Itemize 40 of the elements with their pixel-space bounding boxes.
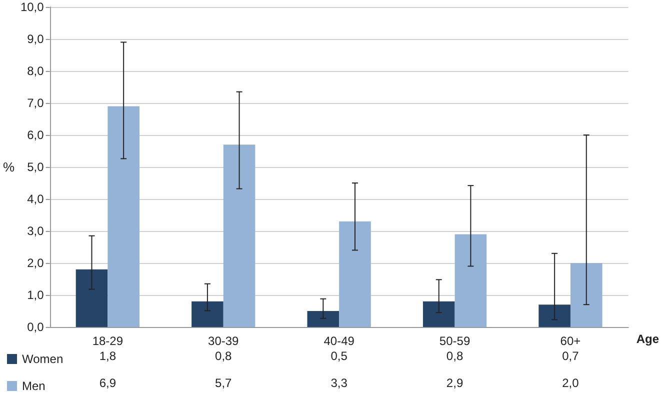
y-tick-label: 1,0 xyxy=(27,288,44,302)
legend-label: Men xyxy=(22,379,46,393)
data-label: 2,0 xyxy=(562,376,580,390)
y-axis-title: % xyxy=(2,160,15,174)
y-tick-label: 7,0 xyxy=(27,96,44,110)
y-tick-label: 2,0 xyxy=(27,256,44,270)
bar xyxy=(108,106,140,327)
y-tick-label: 8,0 xyxy=(27,64,44,78)
y-tick-label: 6,0 xyxy=(27,128,44,142)
data-label: 3,3 xyxy=(330,376,348,390)
bar xyxy=(454,234,487,327)
legend-label: Women xyxy=(22,352,64,366)
data-label: 0,7 xyxy=(562,349,580,363)
bar xyxy=(307,311,340,327)
y-tick-label: 10,0 xyxy=(20,0,44,14)
data-label: 0,8 xyxy=(446,349,464,363)
y-tick-label: 5,0 xyxy=(27,160,44,174)
bar xyxy=(223,144,256,327)
data-label: 1,8 xyxy=(99,349,116,363)
bar xyxy=(538,304,570,327)
x-tick-label: 60+ xyxy=(560,334,581,348)
data-label: 2,9 xyxy=(446,376,464,390)
x-tick-label: 18-29 xyxy=(92,334,124,348)
data-label: 0,8 xyxy=(215,349,232,363)
y-tick-label: 9,0 xyxy=(27,32,44,46)
bar xyxy=(76,269,108,327)
x-tick-label: 50-59 xyxy=(439,334,470,348)
bar xyxy=(192,301,224,327)
data-label: 0,5 xyxy=(330,349,348,363)
bar xyxy=(339,221,371,327)
bar xyxy=(570,263,602,327)
x-tick-label: 40-49 xyxy=(324,334,355,348)
y-tick-label: 0,0 xyxy=(27,320,44,334)
x-axis-title: Age xyxy=(636,332,660,346)
x-tick-label: 30-39 xyxy=(208,334,240,348)
bar xyxy=(422,301,455,327)
y-tick-label: 4,0 xyxy=(27,192,44,206)
y-tick-label: 3,0 xyxy=(27,224,44,238)
data-label: 5,7 xyxy=(215,376,232,390)
data-label: 6,9 xyxy=(99,376,116,390)
